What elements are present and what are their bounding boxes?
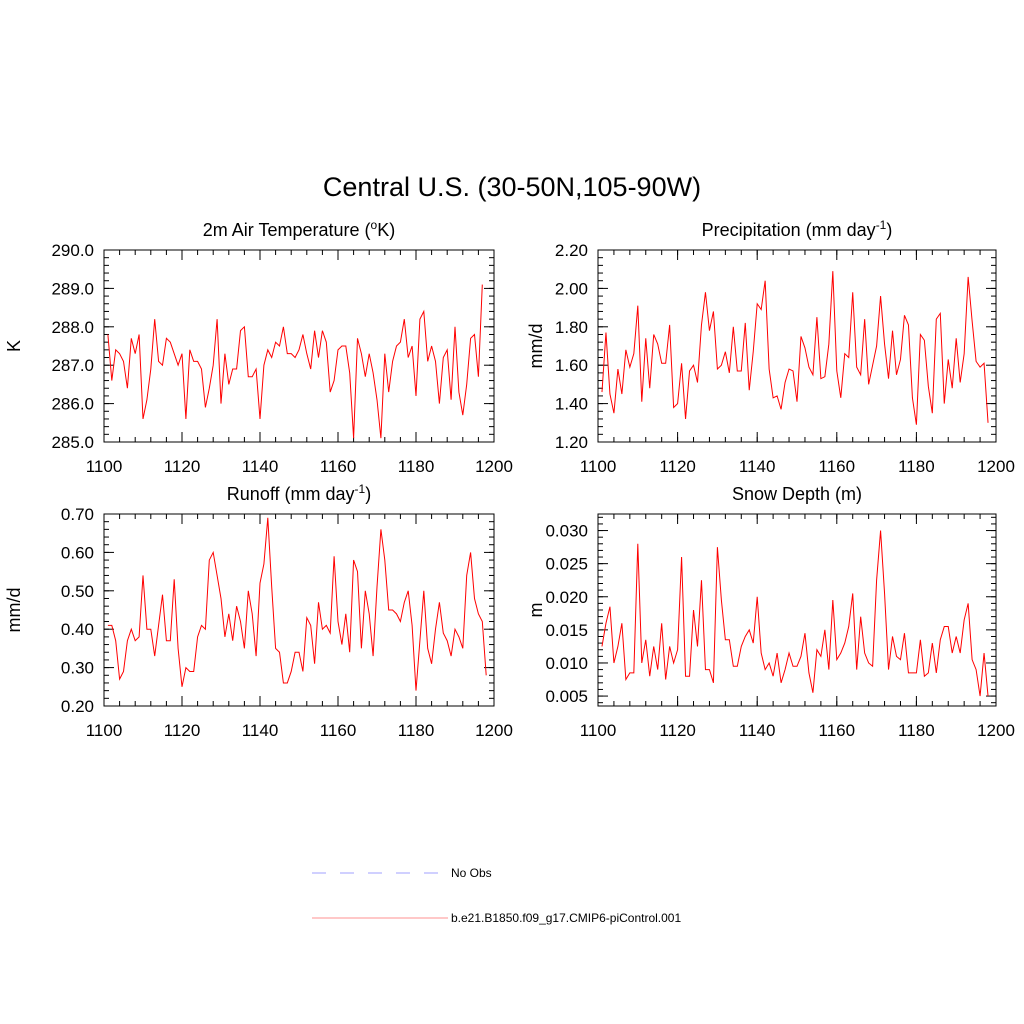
snow-depth-y-tick-label: 0.030	[545, 522, 588, 541]
snow-depth-x-tick-label: 1100	[580, 721, 617, 740]
precipitation-y-tick-label: 1.60	[555, 356, 588, 375]
precipitation-plot-frame	[597, 249, 997, 443]
precipitation-x-tick-label: 1180	[898, 457, 935, 476]
temperature-y-tick-label: 287.0	[51, 356, 94, 375]
temperature-x-tick-label: 1100	[86, 457, 123, 476]
snow-depth-panel-title: Snow Depth (m)	[732, 484, 862, 504]
snow-depth-x-tick-label: 1180	[898, 721, 935, 740]
snow-depth-model-series-line	[601, 530, 989, 697]
snow-depth-x-tick-label: 1140	[739, 721, 776, 740]
runoff-x-tick-label: 1160	[320, 721, 357, 740]
runoff-title-text: Runoff (mm day	[227, 484, 355, 504]
snow-depth-y-tick-label: 0.010	[545, 654, 588, 673]
panel-snow-depth: 1100 1120 1140 1160 1180 1200 0.005 0.010 0.015 0…	[526, 484, 1015, 740]
temperature-y-tick-label: 286.0	[51, 395, 94, 414]
precipitation-y-tick-label: 1.20	[555, 433, 588, 452]
temperature-x-tick-label: 1120	[164, 457, 201, 476]
snow-depth-y-axis-label: m	[526, 603, 546, 618]
runoff-model-series-line	[107, 517, 487, 691]
snow-depth-x-tick-label: 1120	[659, 721, 696, 740]
temperature-y-tick-label: 289.0	[51, 279, 94, 298]
precipitation-x-tick-label: 1200	[977, 457, 1015, 476]
precipitation-y-tick-label: 1.80	[555, 318, 588, 337]
runoff-plot-frame	[103, 513, 495, 707]
snow-depth-x-tick-label: 1200	[977, 721, 1015, 740]
panel-precipitation: 1100 1120 1140 1160 1180 1200 1.20 1.40 1.60 1.80…	[526, 218, 1015, 476]
legend: No Obs b.e21.B1850.f09_g17.CMIP6-piContr…	[312, 866, 681, 925]
temperature-x-tick-label: 1160	[320, 457, 357, 476]
snow-depth-title-text: Snow Depth (m)	[732, 484, 862, 504]
runoff-y-tick-label: 0.70	[61, 505, 94, 524]
precipitation-y-tick-label: 2.20	[555, 241, 588, 260]
legend-model-label: b.e21.B1850.f09_g17.CMIP6-piControl.001	[451, 911, 681, 925]
temperature-title-text: 2m Air Temperature (	[203, 220, 371, 240]
main-title: Central U.S. (30-50N,105-90W)	[323, 172, 701, 202]
temperature-title-superscript: o	[371, 218, 378, 232]
panels: 1100 1120 1140 1160 1180 1200 285.0 286.0 287.0 2…	[4, 218, 1015, 740]
runoff-y-tick-label: 0.30	[61, 659, 94, 678]
runoff-y-tick-label: 0.50	[61, 582, 94, 601]
runoff-x-tick-label: 1200	[475, 721, 513, 740]
runoff-y-tick-label: 0.60	[61, 543, 94, 562]
precipitation-title-close: )	[886, 220, 892, 240]
temperature-panel-title: 2m Air Temperature (oK)	[203, 218, 395, 240]
precipitation-panel-title: Precipitation (mm day-1)	[702, 218, 893, 240]
runoff-x-tick-label: 1140	[242, 721, 279, 740]
runoff-y-tick-label: 0.20	[61, 697, 94, 716]
snow-depth-x-tick-label: 1160	[819, 721, 856, 740]
snow-depth-plot-frame	[597, 513, 997, 707]
precipitation-title-superscript: -1	[876, 218, 887, 232]
temperature-x-tick-label: 1140	[242, 457, 279, 476]
temperature-y-tick-label: 290.0	[51, 241, 94, 260]
precipitation-x-tick-label: 1140	[739, 457, 776, 476]
temperature-x-tick-label: 1180	[398, 457, 435, 476]
temperature-x-tick-label: 1200	[475, 457, 513, 476]
temperature-model-series-line	[107, 284, 483, 439]
runoff-panel-title: Runoff (mm day-1)	[227, 482, 371, 504]
runoff-x-tick-label: 1100	[86, 721, 123, 740]
snow-depth-y-tick-label: 0.005	[545, 687, 588, 706]
temperature-plot-frame	[103, 249, 495, 443]
runoff-title-close: )	[365, 484, 371, 504]
temperature-y-axis-label: K	[4, 340, 24, 352]
panel-temperature: 1100 1120 1140 1160 1180 1200 285.0 286.0 287.0 2…	[4, 218, 513, 476]
runoff-y-tick-label: 0.40	[61, 620, 94, 639]
temperature-y-tick-label: 288.0	[51, 318, 94, 337]
precipitation-y-tick-label: 2.00	[555, 279, 588, 298]
runoff-x-tick-label: 1120	[164, 721, 201, 740]
temperature-title-close: K)	[377, 220, 395, 240]
precipitation-y-axis-label: mm/d	[526, 324, 546, 369]
temperature-y-tick-label: 285.0	[51, 433, 94, 452]
legend-obs-label: No Obs	[451, 866, 492, 880]
precipitation-x-tick-label: 1120	[659, 457, 696, 476]
runoff-y-axis-label: mm/d	[4, 588, 24, 633]
precipitation-y-tick-label: 1.40	[555, 395, 588, 414]
snow-depth-y-tick-label: 0.020	[545, 588, 588, 607]
runoff-title-superscript: -1	[355, 482, 366, 496]
snow-depth-y-tick-label: 0.015	[545, 621, 588, 640]
precipitation-x-tick-label: 1160	[819, 457, 856, 476]
runoff-x-tick-label: 1180	[398, 721, 435, 740]
precipitation-model-series-line	[601, 271, 989, 425]
precipitation-x-tick-label: 1100	[580, 457, 617, 476]
precipitation-title-text: Precipitation (mm day	[702, 220, 876, 240]
panel-runoff: 1100 1120 1140 1160 1180 1200 0.20 0.30 0.40 0.50…	[4, 482, 513, 740]
snow-depth-y-tick-label: 0.025	[545, 555, 588, 574]
